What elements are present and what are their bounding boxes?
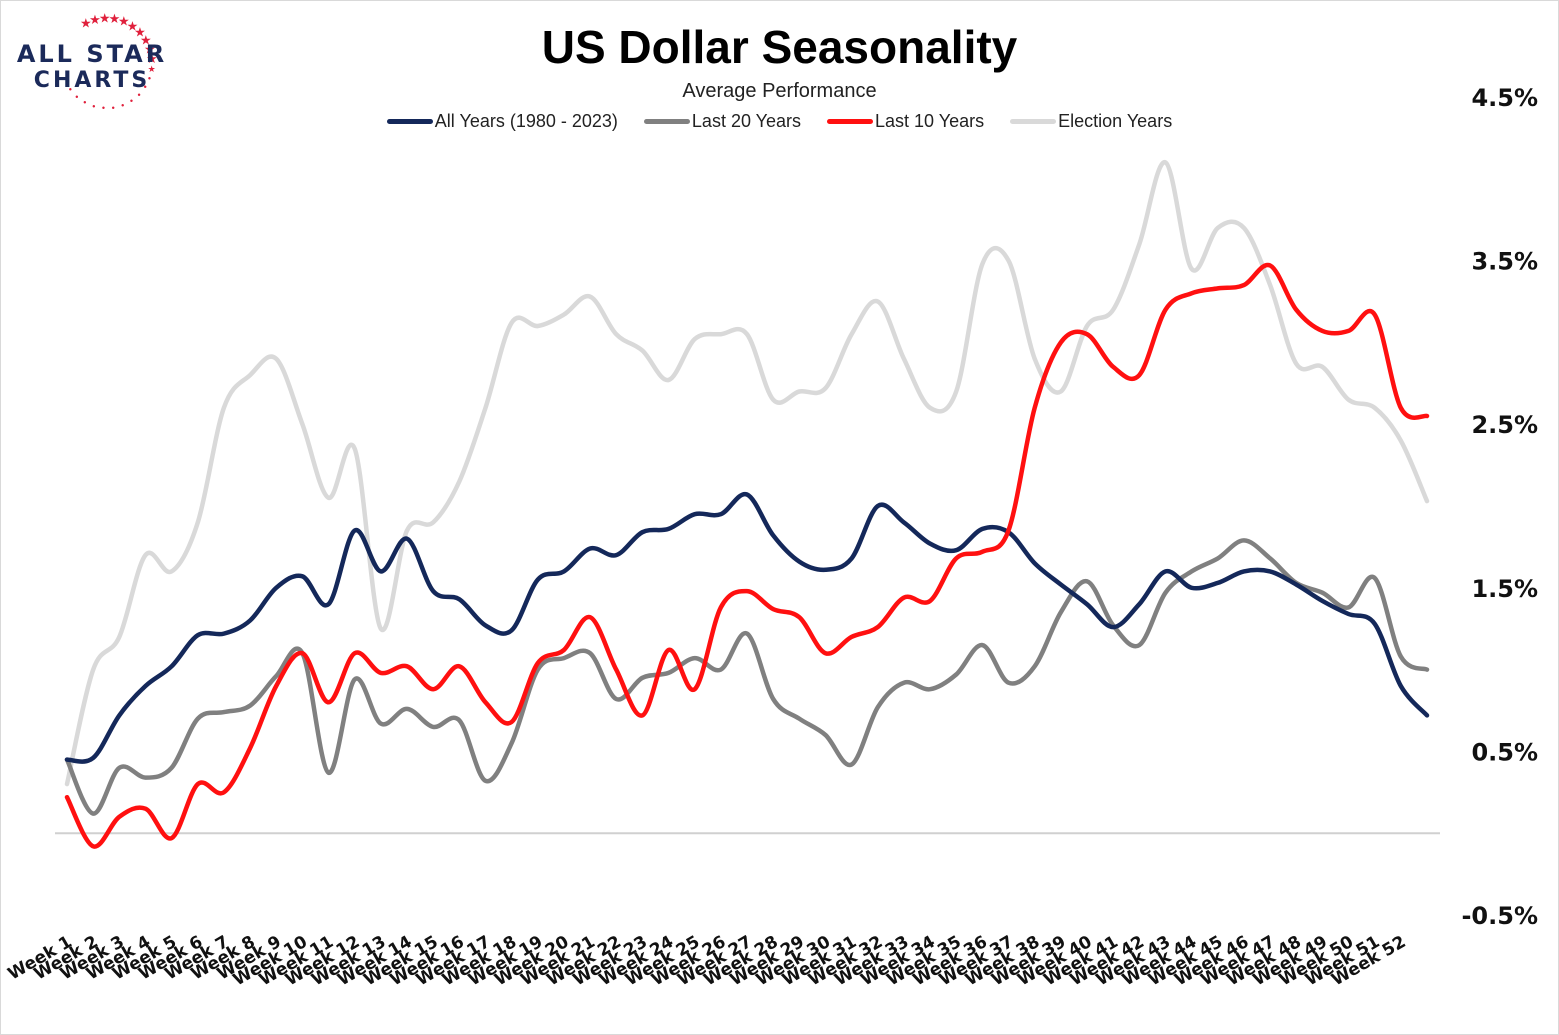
legend-swatch <box>643 119 690 124</box>
logo-star-icon: • <box>144 82 147 92</box>
y-tick-label: 0.5% <box>1471 738 1538 766</box>
logo-star-icon: ★ <box>140 33 152 48</box>
logo-star-icon: • <box>148 73 151 83</box>
chart-title: US Dollar Seasonality <box>541 21 1018 73</box>
logo-star-icon: • <box>75 92 78 102</box>
logo-star-icon: • <box>130 96 133 106</box>
series-line-all-years-1980-2023 <box>64 491 1430 764</box>
logo-star-icon: • <box>92 101 95 111</box>
y-tick-label: 1.5% <box>1471 575 1538 603</box>
logo-star-icon: ★ <box>89 12 101 27</box>
logo-star-icon: ★ <box>80 16 92 31</box>
logo-star-icon: • <box>69 85 72 95</box>
logo-star-icon: ★ <box>99 12 111 25</box>
y-tick-label: 3.5% <box>1471 248 1538 276</box>
series-line-last-10-years <box>64 262 1430 849</box>
legend-item: Last 10 Years <box>827 111 984 132</box>
legend-item: Election Years <box>1010 111 1172 132</box>
logo-star-icon: ★ <box>146 51 158 66</box>
y-tick-label: 4.5% <box>1471 84 1538 112</box>
chart-subtitle: Average Performance <box>682 80 877 102</box>
logo-star-icon: • <box>83 98 86 108</box>
legend-label: Last 10 Years <box>875 111 985 131</box>
logo-star-icon: ★ <box>127 18 139 33</box>
series-line-last-20-years <box>64 538 1430 816</box>
logo-star-icon: • <box>138 90 141 100</box>
y-tick-label: -0.5% <box>1461 902 1538 930</box>
logo-stars-icon: ★★★★★★★★★★★••••••••••• <box>69 10 158 113</box>
logo-text-line1: ALL STAR <box>16 40 168 68</box>
logo-star-icon: • <box>102 103 105 113</box>
legend-label: Election Years <box>1058 111 1173 131</box>
logo-star-icon: ★ <box>109 12 121 26</box>
legend-label: All Years (1980 - 2023) <box>434 111 618 131</box>
logo-star-icon: • <box>112 103 115 113</box>
brand-logo: ★ ★ ★ ★ ★ ★ ★ ★ ★ ★ ★ • • • • • • • • • • • ALL STAR CHARTS <box>12 10 202 120</box>
series-line-election-years <box>64 160 1430 787</box>
y-tick-label: 2.5% <box>1471 411 1538 439</box>
legend-swatch <box>1010 119 1057 124</box>
legend-item: All Years (1980 - 2023) <box>386 111 618 132</box>
logo-star-icon: ★ <box>148 64 156 74</box>
logo-star-icon: • <box>121 101 124 111</box>
legend-item: Last 20 Years <box>643 111 802 132</box>
logo-star-icon: ★ <box>144 42 156 57</box>
logo-star-icon: ★ <box>118 14 130 29</box>
legend-swatch <box>386 119 433 124</box>
chart-legend: All Years (1980 - 2023) Last 20 Years Last… <box>0 111 1559 132</box>
logo-star-icon: ★ <box>134 25 146 40</box>
legend-label: Last 20 Years <box>691 111 802 131</box>
legend-swatch <box>827 119 874 124</box>
logo-text-line2: CHARTS <box>33 68 151 93</box>
